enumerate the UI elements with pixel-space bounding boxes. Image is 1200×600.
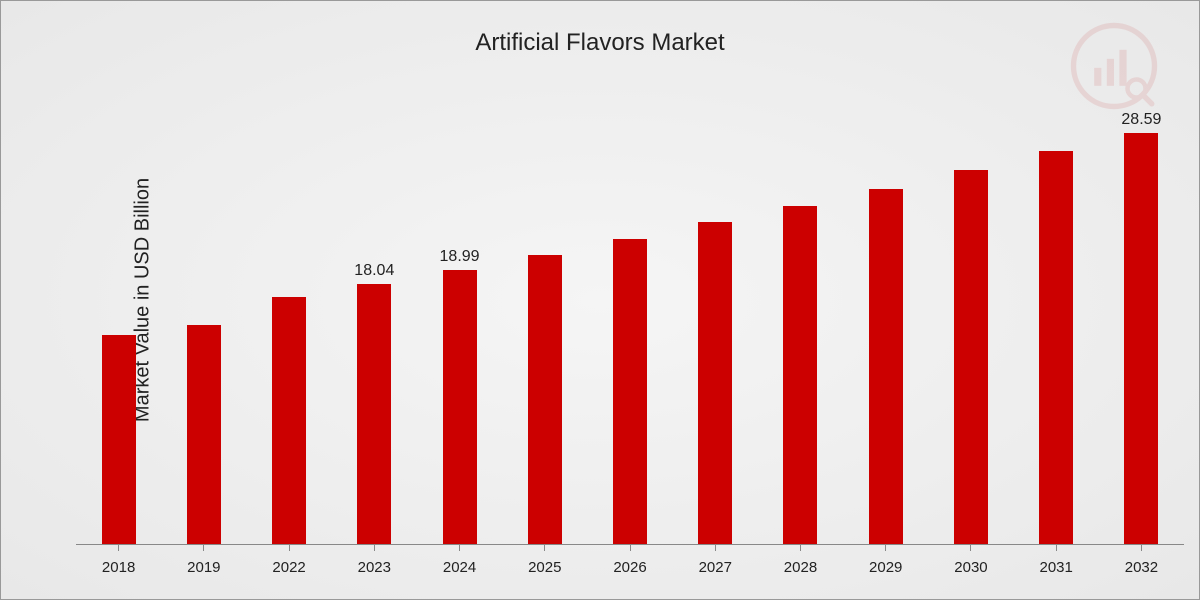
bar-group (1014, 111, 1099, 544)
x-label-group: 2026 (587, 545, 672, 599)
bar-group (843, 111, 928, 544)
x-label-group: 2023 (332, 545, 417, 599)
bar (869, 189, 903, 544)
x-tick (544, 545, 545, 551)
x-tick (715, 545, 716, 551)
x-tick (1141, 545, 1142, 551)
bar-group: 28.59 (1099, 111, 1184, 544)
bar (102, 335, 136, 544)
chart-title: Artificial Flavors Market (475, 29, 724, 57)
bar (954, 170, 988, 544)
bar (783, 206, 817, 544)
x-label-group: 2031 (1014, 545, 1099, 599)
bar (357, 284, 391, 544)
x-axis-label: 2032 (1125, 559, 1158, 576)
bar (443, 270, 477, 544)
x-tick (630, 545, 631, 551)
bar (1124, 133, 1158, 544)
x-label-group: 2022 (246, 545, 331, 599)
bar-group (673, 111, 758, 544)
x-label-group: 2028 (758, 545, 843, 599)
x-axis-label: 2031 (1040, 559, 1073, 576)
bar-value-label: 18.04 (354, 262, 394, 280)
x-axis-label: 2025 (528, 559, 561, 576)
x-label-group: 2027 (673, 545, 758, 599)
x-axis-label: 2022 (272, 559, 305, 576)
x-label-group: 2024 (417, 545, 502, 599)
bar-group: 18.04 (332, 111, 417, 544)
x-axis-label: 2029 (869, 559, 902, 576)
x-tick (289, 545, 290, 551)
x-axis-label: 2019 (187, 559, 220, 576)
bars-wrapper: 18.04 18.99 28.59 (76, 111, 1184, 544)
x-tick (885, 545, 886, 551)
bar-group (161, 111, 246, 544)
bar (187, 325, 221, 544)
x-tick (459, 545, 460, 551)
bar-value-label: 28.59 (1121, 111, 1161, 129)
x-axis-label: 2030 (954, 559, 987, 576)
bar-group: 18.99 (417, 111, 502, 544)
x-axis-label: 2023 (358, 559, 391, 576)
x-axis-label: 2028 (784, 559, 817, 576)
x-label-group: 2032 (1099, 545, 1184, 599)
bar-value-label: 18.99 (440, 248, 480, 266)
x-label-group: 2029 (843, 545, 928, 599)
x-tick (374, 545, 375, 551)
plot-area: 18.04 18.99 28.59 (76, 111, 1184, 544)
bar (698, 222, 732, 544)
logo-watermark (1069, 21, 1159, 111)
x-tick (970, 545, 971, 551)
x-label-group: 2019 (161, 545, 246, 599)
x-tick (1056, 545, 1057, 551)
x-axis-label: 2026 (613, 559, 646, 576)
bar-group (246, 111, 331, 544)
x-axis-label: 2027 (699, 559, 732, 576)
x-label-group: 2030 (928, 545, 1013, 599)
bar-group (928, 111, 1013, 544)
x-axis-label: 2024 (443, 559, 476, 576)
x-axis-labels: 2018 2019 2022 2023 2024 2025 2026 2027 2028 2029… (76, 545, 1184, 599)
x-axis: 2018 2019 2022 2023 2024 2025 2026 2027 2028 2029… (76, 544, 1184, 599)
bar (613, 239, 647, 544)
x-axis-label: 2018 (102, 559, 135, 576)
bar (528, 255, 562, 544)
chart-container: Artificial Flavors Market Market Value i… (0, 0, 1200, 600)
x-tick (800, 545, 801, 551)
bar-group (502, 111, 587, 544)
bar-group (76, 111, 161, 544)
bar (1039, 151, 1073, 544)
x-label-group: 2018 (76, 545, 161, 599)
x-tick (118, 545, 119, 551)
x-tick (203, 545, 204, 551)
x-label-group: 2025 (502, 545, 587, 599)
bar-group (587, 111, 672, 544)
bar-group (758, 111, 843, 544)
bar (272, 297, 306, 544)
